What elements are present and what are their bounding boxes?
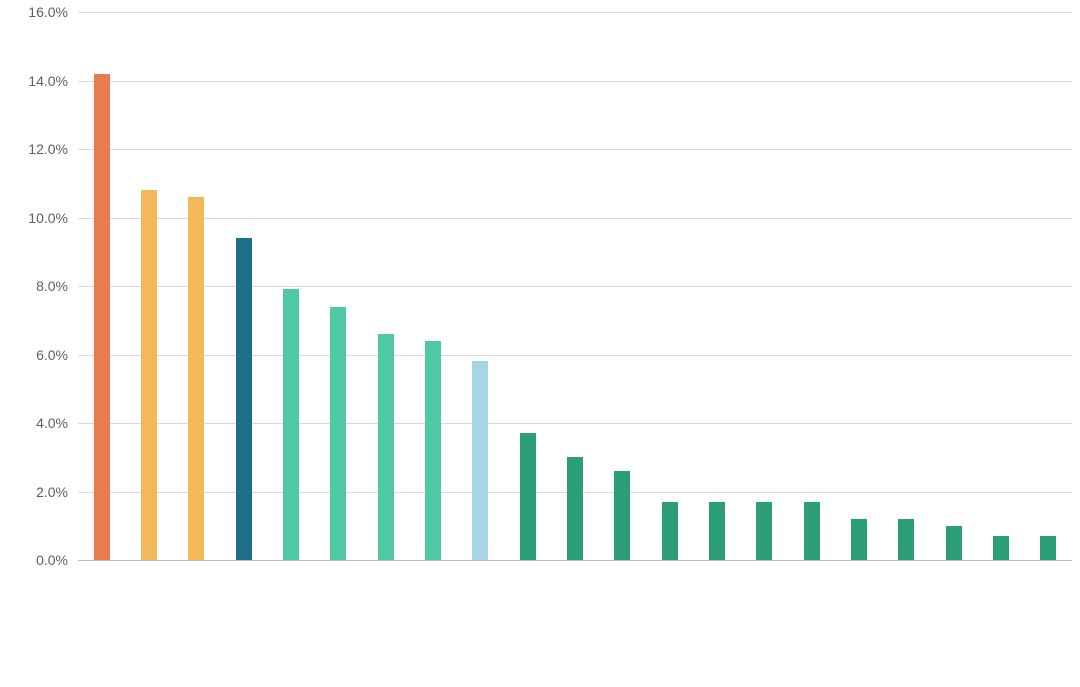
bar: [94, 74, 110, 560]
bar-slot: [835, 12, 882, 560]
bar-chart: 0.0% 2.0% 4.0% 6.0% 8.0% 10.0% 12.0% 14.0% 16.0%: [0, 0, 1080, 687]
bar: [756, 502, 772, 560]
bar-slot: [315, 12, 362, 560]
bar: [898, 519, 914, 560]
y-axis-tick-label: 14.0%: [28, 73, 78, 89]
bar: [520, 433, 536, 560]
bar-slot: [457, 12, 504, 560]
y-axis-tick-label: 6.0%: [36, 347, 78, 363]
bar-slot: [977, 12, 1024, 560]
y-axis-tick-label: 8.0%: [36, 278, 78, 294]
bar: [330, 307, 346, 560]
bars-container: [78, 12, 1072, 560]
bar-slot: [930, 12, 977, 560]
bar: [188, 197, 204, 560]
bar: [946, 526, 962, 560]
y-axis-tick-label: 0.0%: [36, 552, 78, 568]
bar-slot: [693, 12, 740, 560]
bar: [378, 334, 394, 560]
bar-slot: [788, 12, 835, 560]
bar-slot: [504, 12, 551, 560]
bar: [851, 519, 867, 560]
bar: [425, 341, 441, 560]
bar-slot: [267, 12, 314, 560]
bar-slot: [646, 12, 693, 560]
bar: [1040, 536, 1056, 560]
bar: [236, 238, 252, 560]
bar-slot: [78, 12, 125, 560]
bar-slot: [741, 12, 788, 560]
y-axis-tick-label: 16.0%: [28, 4, 78, 20]
y-axis-tick-label: 2.0%: [36, 484, 78, 500]
gridline: [78, 560, 1072, 561]
bar-slot: [883, 12, 930, 560]
bar-slot: [409, 12, 456, 560]
bar: [567, 457, 583, 560]
bar-slot: [551, 12, 598, 560]
bar: [141, 190, 157, 560]
bar-slot: [220, 12, 267, 560]
bar: [283, 289, 299, 560]
bar: [614, 471, 630, 560]
y-axis-tick-label: 10.0%: [28, 210, 78, 226]
bar-slot: [599, 12, 646, 560]
bar: [804, 502, 820, 560]
bar: [993, 536, 1009, 560]
y-axis-tick-label: 12.0%: [28, 141, 78, 157]
bar-slot: [1025, 12, 1072, 560]
bar-slot: [125, 12, 172, 560]
bar: [662, 502, 678, 560]
bar: [472, 361, 488, 560]
y-axis-tick-label: 4.0%: [36, 415, 78, 431]
bar-slot: [362, 12, 409, 560]
bar: [709, 502, 725, 560]
bar-slot: [173, 12, 220, 560]
plot-area: 0.0%2.0%4.0%6.0%8.0%10.0%12.0%14.0%16.0%: [78, 12, 1072, 560]
